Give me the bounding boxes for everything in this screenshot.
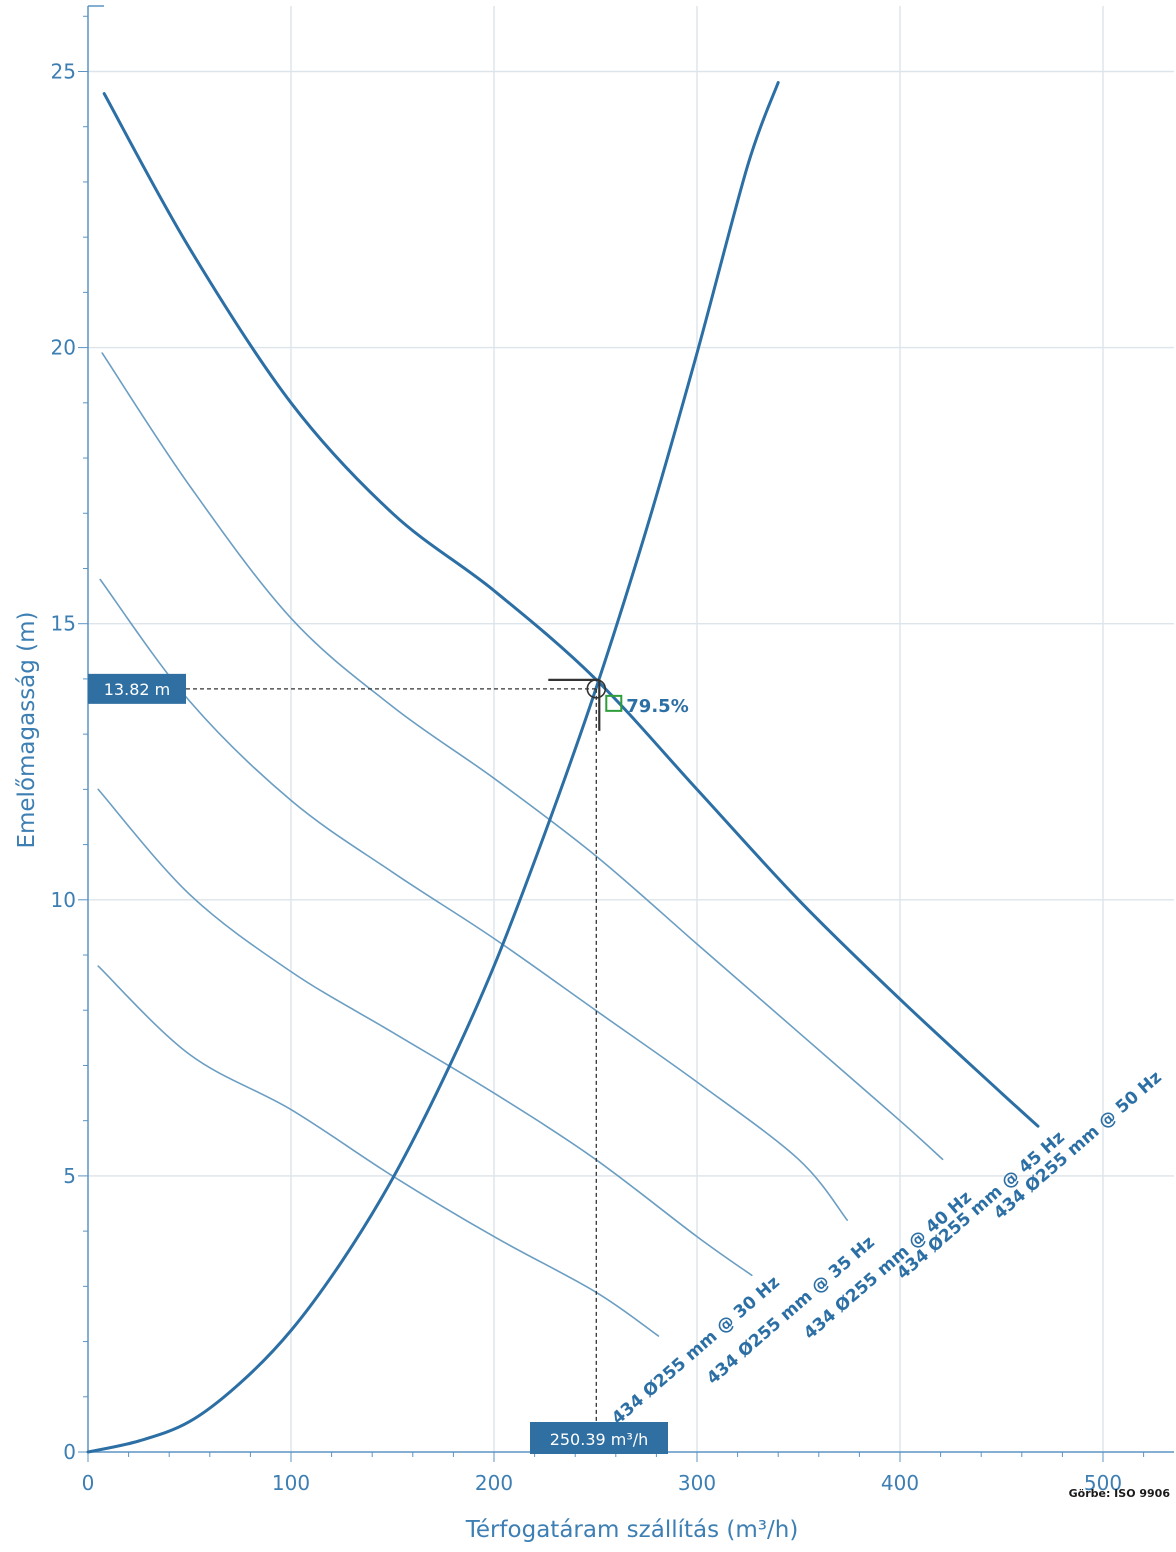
curve-label-45hz: 434 Ø255 mm @ 45 Hz <box>893 1127 1069 1283</box>
y-tick-label: 5 <box>63 1164 76 1188</box>
operating-point: 250.39 m³/h 13.82 m 79.5% <box>88 673 689 1454</box>
efficiency-marker <box>605 694 623 712</box>
efficiency-label: 79.5% <box>626 696 688 717</box>
y-tick-label: 20 <box>51 336 76 360</box>
y-axis-title: Emelőmagasság (m) <box>14 611 40 848</box>
grid-lines <box>88 6 1174 1452</box>
pump-curve-45hz <box>101 352 944 1161</box>
x-tick-label: 200 <box>475 1471 513 1495</box>
system-curve <box>86 81 780 1454</box>
pump-curve-30hz <box>97 965 660 1337</box>
curve-label-50hz: 434 Ø255 mm @ 50 Hz <box>990 1067 1166 1223</box>
y-tick-label: 10 <box>51 888 76 912</box>
operating-head-label: 13.82 m <box>104 680 170 699</box>
pump-curve-40hz <box>99 578 848 1221</box>
operating-flow-label: 250.39 m³/h <box>550 1430 649 1449</box>
y-tick-label: 0 <box>63 1440 76 1464</box>
x-tick-label: 300 <box>678 1471 716 1495</box>
x-tick-label: 0 <box>82 1471 95 1495</box>
y-tick-label: 15 <box>51 612 76 636</box>
x-axis-title: Térfogatáram szállítás (m³/h) <box>465 1517 799 1543</box>
source-note: Görbe: ISO 9906 <box>1069 1487 1171 1500</box>
pump-curve-50hz <box>102 92 1040 1128</box>
pump-curve-35hz <box>97 788 753 1277</box>
flow-label-box <box>530 1422 668 1454</box>
head-label-box <box>88 673 186 704</box>
x-tick-label: 400 <box>881 1471 919 1495</box>
x-tick-label: 500 <box>1084 1471 1122 1495</box>
axes <box>78 5 1174 1462</box>
series-lines <box>86 81 1040 1454</box>
curve-labels: 434 Ø255 mm @ 50 Hz 434 Ø255 mm @ 45 Hz … <box>608 1067 1166 1428</box>
tick-labels: 0 100 200 300 400 500 0 5 10 15 20 25 <box>51 60 1123 1496</box>
x-tick-label: 100 <box>272 1471 310 1495</box>
y-tick-label: 25 <box>51 60 76 84</box>
